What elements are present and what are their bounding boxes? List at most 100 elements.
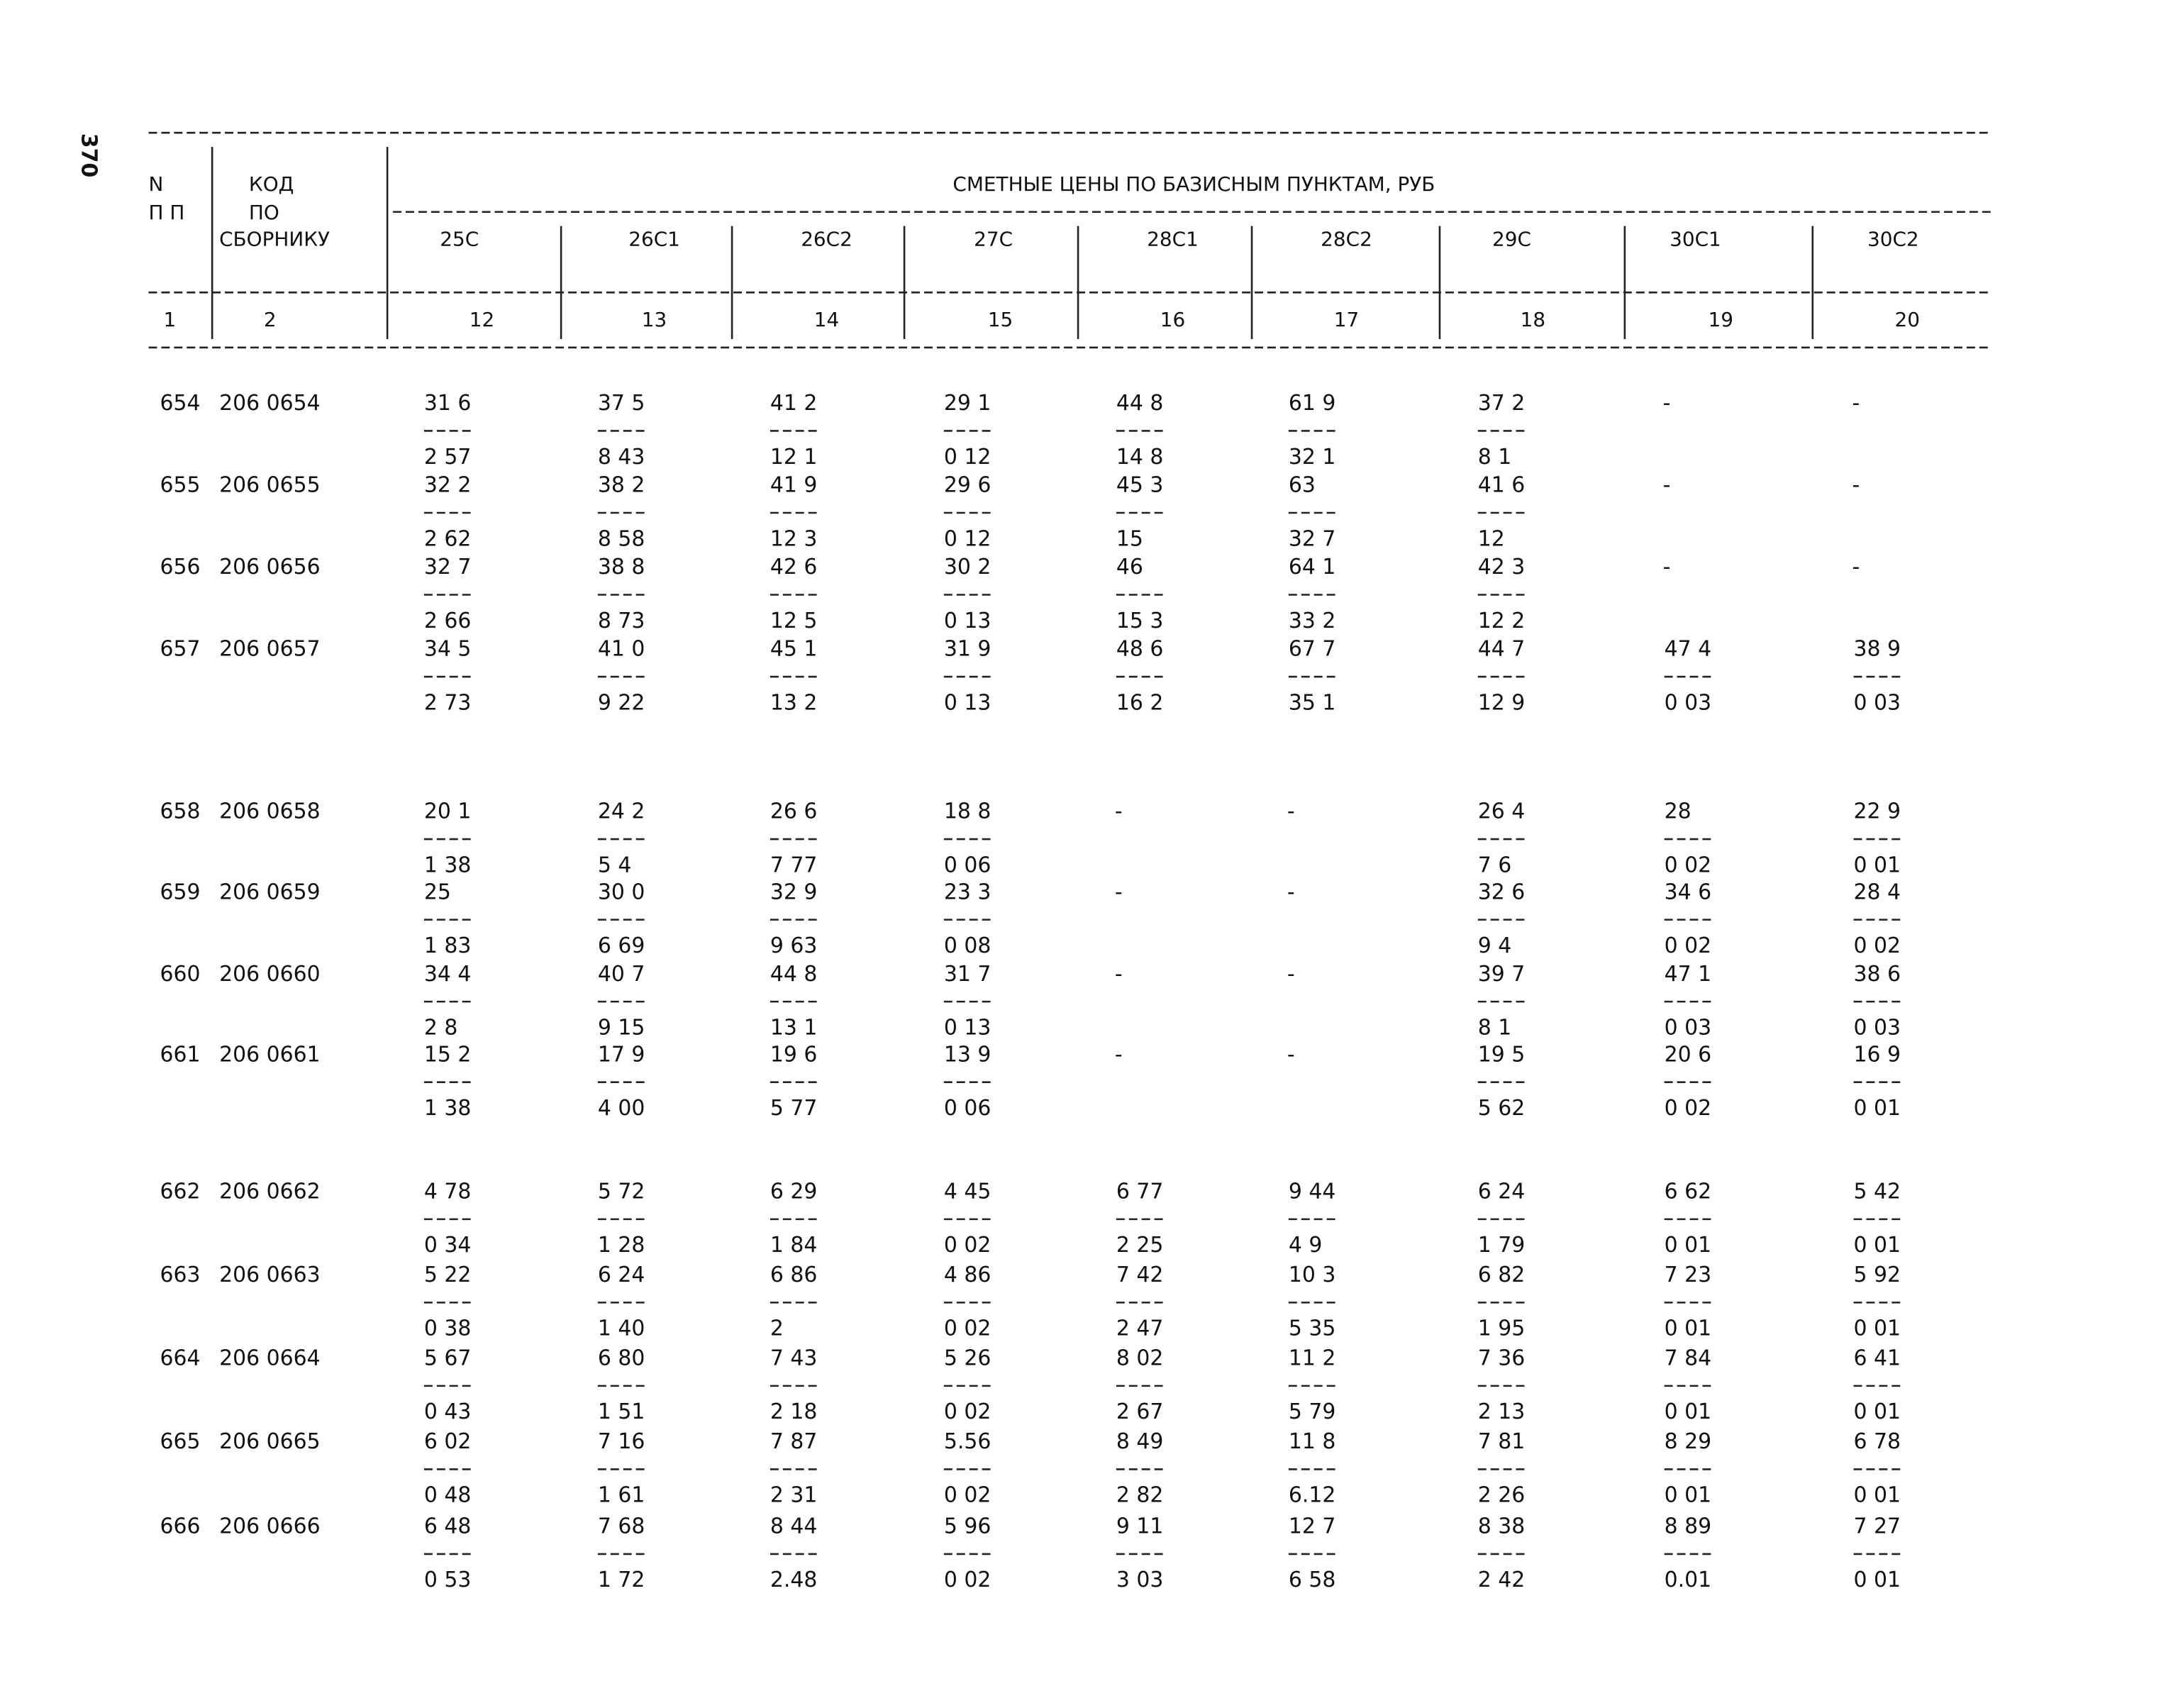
cell-top: 10 3 [1289,1263,1335,1287]
row-number: 663 [160,1263,200,1287]
cell-top: 19 5 [1478,1042,1525,1067]
cell-top: 4 86 [944,1263,991,1287]
cell-top: 32 2 [424,473,471,498]
cell-bottom: 2 42 [1478,1568,1525,1592]
cell-top: 6 24 [1478,1180,1525,1204]
cell-bottom: 0 34 [424,1233,471,1258]
cell-bottom: 0 13 [944,1015,991,1040]
cell-top: 45 1 [770,637,817,662]
row-code: 206 0660 [219,962,320,987]
cell-bottom: 1 79 [1478,1233,1525,1258]
cell-top: 16 9 [1854,1042,1901,1067]
cell-bottom: 0 02 [944,1233,991,1258]
column-number: 20 [1894,308,1919,331]
cell-top: 6 77 [1116,1180,1163,1204]
row-code: 206 0661 [219,1042,320,1067]
cell-bottom: 14 8 [1116,445,1163,470]
cell-top: 11 2 [1289,1346,1335,1371]
cell-bottom: 8 1 [1478,445,1512,470]
cell-bottom: 0 53 [424,1568,471,1592]
cell-bottom: 9 4 [1478,933,1512,958]
row-code: 206 0659 [219,880,320,904]
cell-bottom: 12 5 [770,609,817,633]
column-label: 28С1 [1147,228,1199,251]
cell-bottom: 6 58 [1289,1568,1335,1592]
row-number: 666 [160,1514,200,1539]
cell-top: 38 2 [598,473,645,498]
cell-bottom: 0 03 [1665,1015,1711,1040]
cell-top: 23 3 [944,880,991,904]
cell-bottom: 0 06 [944,853,991,877]
cell-bottom: 4 00 [598,1096,645,1121]
cell-bottom: 0 02 [1665,933,1711,958]
cell-dash: - [1115,962,1123,987]
cell-dash: - [1663,555,1671,580]
cell-top: 11 8 [1289,1429,1335,1454]
column-number: 13 [642,308,667,331]
cell-bottom: 1 61 [598,1483,645,1508]
cell-top: 34 5 [424,637,471,662]
cell-top: 4 45 [944,1180,991,1204]
cell-top: 37 5 [598,391,645,416]
row-number: 662 [160,1180,200,1204]
cell-top: 41 9 [770,473,817,498]
cell-bottom: 9 15 [598,1015,645,1040]
column-number: 14 [814,308,839,331]
cell-bottom: 0 01 [1854,1316,1901,1341]
cell-top: 28 [1665,799,1692,824]
row-number: 665 [160,1429,200,1454]
row-code: 206 0657 [219,637,320,662]
cell-bottom: 0 13 [944,609,991,633]
cell-top: 6 82 [1478,1263,1525,1287]
cell-top: 5 26 [944,1346,991,1371]
cell-top: 8 02 [1116,1346,1163,1371]
cell-top: 8 89 [1665,1514,1711,1539]
cell-bottom: 2 18 [770,1399,817,1424]
row-number: 661 [160,1042,200,1067]
cell-bottom: 0 03 [1854,690,1901,715]
cell-bottom: 2 73 [424,690,471,715]
cell-top: 31 9 [944,637,991,662]
cell-top: 20 1 [424,799,471,824]
cell-top: 28 4 [1854,880,1901,904]
cell-top: 5.56 [944,1429,991,1454]
cell-bottom: 0 48 [424,1483,471,1508]
cell-bottom: 1 72 [598,1568,645,1592]
cell-top: 7 42 [1116,1263,1163,1287]
cell-bottom: 0 01 [1665,1316,1711,1341]
cell-top: 6 29 [770,1180,817,1204]
row-code: 206 0658 [219,799,320,824]
column-label: 30С2 [1867,228,1919,251]
cell-bottom: 0 01 [1854,1399,1901,1424]
cell-top: 6 02 [424,1429,471,1454]
row-code: 206 0666 [219,1514,320,1539]
cell-bottom: 12 3 [770,526,817,551]
cell-bottom: 0 02 [1665,853,1711,877]
cell-dash: - [1115,880,1123,904]
cell-bottom: 12 [1478,526,1505,551]
cell-bottom: 1 83 [424,933,471,958]
cell-bottom: 6.12 [1289,1483,1335,1508]
cell-top: 7 36 [1478,1346,1525,1371]
cell-top: 38 9 [1854,637,1901,662]
cell-top: 32 6 [1478,880,1525,904]
cell-top: 6 24 [598,1263,645,1287]
cell-bottom: 2 66 [424,609,471,633]
column-label: 26С1 [628,228,680,251]
cell-bottom: 4 9 [1289,1233,1323,1258]
cell-top: 42 6 [770,555,817,580]
cell-top: 29 6 [944,473,991,498]
cell-top: 6 48 [424,1514,471,1539]
cell-top: 64 1 [1289,555,1335,580]
cell-bottom: 33 2 [1289,609,1335,633]
cell-dash: - [1115,1042,1123,1067]
cell-top: 46 [1116,555,1143,580]
cell-bottom: 16 2 [1116,690,1163,715]
cell-top: 30 2 [944,555,991,580]
row-code: 206 0665 [219,1429,320,1454]
cell-bottom: 8 73 [598,609,645,633]
cell-bottom: 32 1 [1289,445,1335,470]
cell-top: 7 27 [1854,1514,1901,1539]
